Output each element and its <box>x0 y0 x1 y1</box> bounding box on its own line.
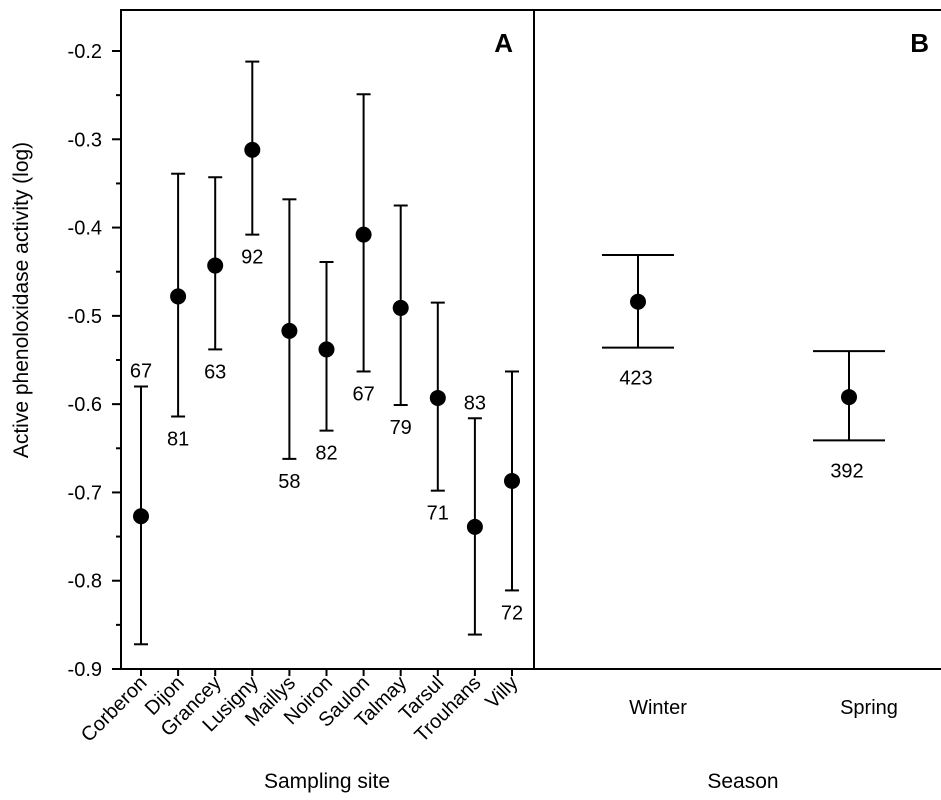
sample-size-label: 72 <box>501 602 523 624</box>
mean-point <box>355 226 372 243</box>
sample-size-label: 82 <box>315 443 337 465</box>
mean-point <box>841 389 857 406</box>
x-tick-label: Winter <box>629 697 687 719</box>
mean-point <box>630 293 646 310</box>
y-tick-label: -0.3 <box>68 129 102 151</box>
x-tick-label: Villy <box>481 672 522 713</box>
panel-a: A -0.9 -0.8 -0.7 -0.6 -0.5 -0.4 -0.3 -0.2 Corbe… <box>68 9 535 793</box>
mean-point <box>318 341 335 358</box>
y-tick-label: -0.4 <box>68 218 102 240</box>
mean-point <box>170 288 187 305</box>
sample-size-label: 392 <box>830 460 863 482</box>
mean-point <box>281 322 298 339</box>
x-tick-label: Corberon <box>77 672 152 747</box>
y-axis-ticks: -0.9 -0.8 -0.7 -0.6 -0.5 -0.4 -0.3 -0.2 <box>68 41 121 681</box>
x-axis-ticks: CorberonDijonGranceyLusignyMaillysNoiron… <box>77 669 523 747</box>
mean-point <box>244 141 261 158</box>
panel-b-label: B <box>910 28 929 58</box>
mean-point <box>466 518 483 535</box>
y-tick-label: -0.8 <box>68 571 102 593</box>
mean-point <box>133 508 149 525</box>
x-tick-label: Spring <box>840 697 898 719</box>
sample-size-label: 63 <box>204 361 226 383</box>
sample-size-label: 58 <box>278 471 300 493</box>
y-tick-label: -0.5 <box>68 306 102 328</box>
x-axis-ticks-b: Winter Spring <box>629 697 898 719</box>
y-tick-label: -0.9 <box>68 659 102 681</box>
sample-size-label: 92 <box>241 247 263 269</box>
y-tick-label: -0.6 <box>68 394 102 416</box>
sample-size-label: 83 <box>464 392 486 414</box>
mean-point <box>429 389 446 406</box>
y-axis-title: Active phenoloxidase activity (log) <box>10 142 33 458</box>
y-tick-label: -0.2 <box>68 41 102 63</box>
x-axis-title-b: Season <box>707 770 778 793</box>
mean-point <box>504 472 520 489</box>
sample-size-label: 67 <box>352 383 374 405</box>
sample-size-label: 67 <box>130 360 152 382</box>
panel-b: B Winter Spring 423 392 Season <box>534 9 941 793</box>
panel-a-marks: 67 81 63 92 58 82 67 79 71 83 72 <box>130 60 523 646</box>
sample-size-label: 81 <box>167 429 189 451</box>
mean-point <box>207 257 224 274</box>
x-axis-title-a: Sampling site <box>264 770 390 793</box>
mean-point <box>392 299 409 316</box>
panel-b-marks: 423 392 <box>602 253 885 482</box>
sample-size-label: 79 <box>390 417 412 439</box>
sample-size-label: 71 <box>427 503 449 525</box>
panel-a-label: A <box>494 28 513 58</box>
y-tick-label: -0.7 <box>68 482 102 504</box>
sample-size-label: 423 <box>619 368 652 390</box>
